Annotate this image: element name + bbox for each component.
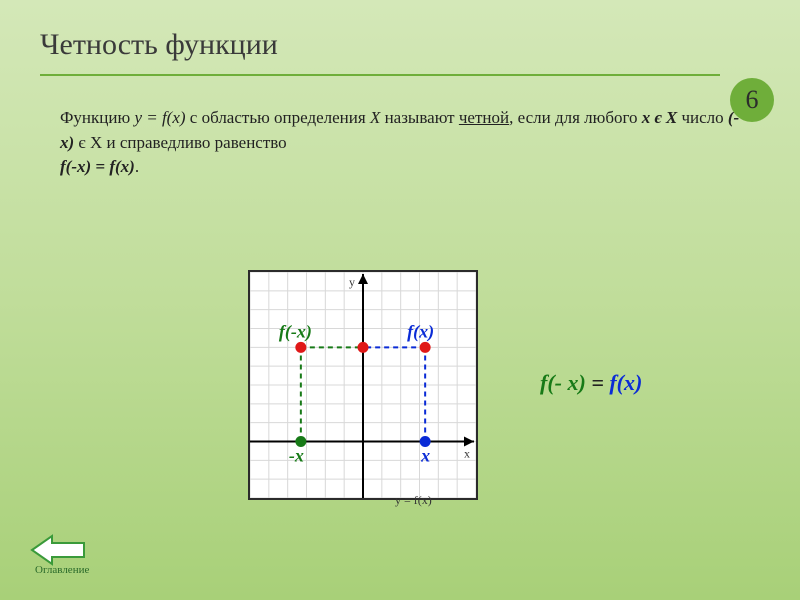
domain-X: X [370, 108, 380, 127]
arrow-left-icon [30, 534, 86, 566]
text: с областью определения [190, 108, 370, 127]
text: Функцию [60, 108, 134, 127]
x-in-X: x є X [642, 108, 677, 127]
definition-paragraph: Функцию y = f(x) с областью определения … [0, 76, 800, 180]
svg-text:f(x): f(x) [407, 321, 434, 342]
chart-caption: y = f(x) [395, 493, 432, 508]
svg-text:y: y [349, 275, 355, 289]
chart-svg: x y x -x f(x) f(-x) [250, 272, 476, 498]
equation-fnegx-eq-fx: f(-x) = f(x) [60, 157, 135, 176]
title-underline [40, 74, 720, 76]
slide-number-badge: 6 [730, 78, 774, 122]
page-title: Четность функции [40, 28, 760, 62]
period: . [135, 157, 139, 176]
toc-label: Оглавление [35, 564, 89, 576]
title-area: Четность функции [0, 0, 800, 70]
equation-right: f(- x) = f(x) [540, 370, 642, 396]
even-function-chart: x y x -x f(x) f(-x) [248, 270, 478, 500]
even-word: четной [459, 108, 509, 127]
text: є X и справедливо равенство [78, 133, 286, 152]
text: , если для любого [509, 108, 642, 127]
text: число [681, 108, 727, 127]
text: называют [385, 108, 459, 127]
eq-lhs: f(- x) [540, 370, 586, 395]
eq-rhs: f(x) [609, 370, 642, 395]
svg-text:x: x [420, 446, 430, 466]
eq-sign: = [591, 370, 609, 395]
fn-notation: y = f(x) [134, 108, 185, 127]
svg-text:f(-x): f(-x) [279, 321, 312, 342]
svg-text:-x: -x [289, 446, 304, 466]
svg-text:x: x [464, 447, 470, 461]
